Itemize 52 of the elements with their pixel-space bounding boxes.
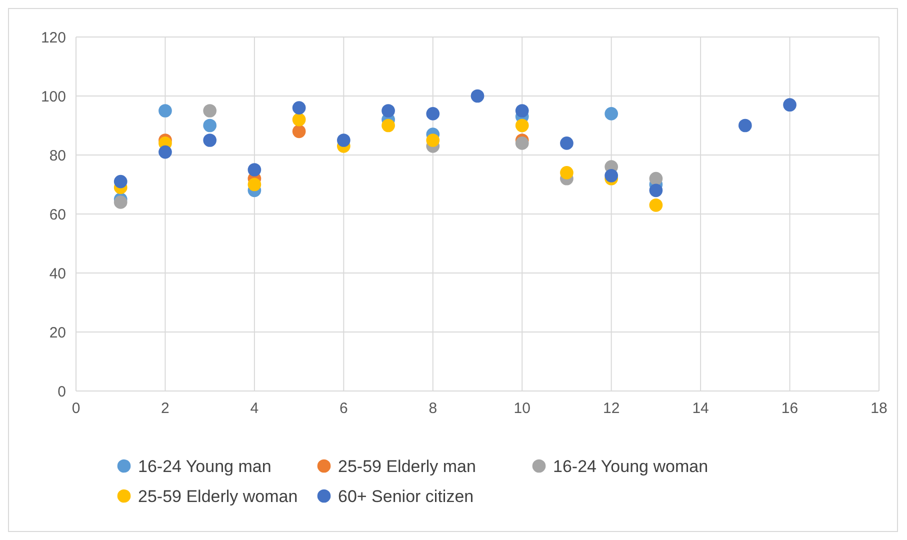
x-tick-label: 2 bbox=[161, 400, 170, 417]
point bbox=[470, 89, 484, 103]
point bbox=[738, 118, 752, 132]
x-tick-label: 18 bbox=[870, 400, 888, 417]
point bbox=[515, 136, 529, 150]
point bbox=[515, 104, 529, 118]
point bbox=[336, 134, 350, 147]
y-tick-label: 60 bbox=[49, 206, 66, 224]
point bbox=[114, 174, 128, 188]
x-tick-label: 6 bbox=[339, 400, 348, 417]
x-tick-label: 12 bbox=[602, 400, 620, 417]
y-tick-label: 40 bbox=[49, 265, 66, 282]
point bbox=[248, 178, 262, 192]
point bbox=[560, 136, 574, 150]
point bbox=[203, 134, 217, 147]
point bbox=[382, 118, 395, 132]
point bbox=[203, 104, 217, 118]
legend-label: 60+ Senior citizen bbox=[338, 486, 474, 506]
y-tick-label: 20 bbox=[49, 324, 66, 342]
y-tick-label: 120 bbox=[40, 29, 66, 46]
point bbox=[248, 163, 262, 176]
point bbox=[292, 112, 306, 126]
x-tick-label: 16 bbox=[781, 400, 798, 417]
point bbox=[783, 98, 796, 112]
point bbox=[292, 101, 306, 114]
legend-label: 16-24 Young woman bbox=[553, 456, 708, 476]
x-tick-label: 10 bbox=[514, 400, 530, 417]
point bbox=[203, 118, 217, 132]
point bbox=[158, 145, 172, 159]
y-tick-label: 100 bbox=[40, 88, 66, 106]
legend-label: 16-24 Young man bbox=[138, 456, 272, 476]
y-tick-label: 80 bbox=[49, 147, 66, 164]
point bbox=[649, 184, 663, 198]
x-tick-label: 8 bbox=[428, 400, 438, 417]
point bbox=[382, 104, 395, 118]
point bbox=[560, 166, 574, 180]
point bbox=[515, 118, 529, 132]
point bbox=[426, 134, 440, 147]
y-tick-label: 0 bbox=[58, 383, 66, 400]
legend-label: 25-59 Elderly woman bbox=[138, 486, 298, 506]
point bbox=[426, 107, 440, 120]
point bbox=[649, 172, 663, 186]
x-tick-label: 0 bbox=[72, 400, 80, 417]
point bbox=[292, 124, 306, 138]
x-tick-label: 14 bbox=[692, 400, 709, 417]
point bbox=[604, 107, 618, 120]
legend-label: 25-59 Elderly man bbox=[338, 456, 476, 476]
x-tick-label: 4 bbox=[250, 400, 259, 417]
point bbox=[114, 196, 128, 209]
point bbox=[158, 104, 172, 118]
point bbox=[604, 168, 618, 182]
point bbox=[649, 198, 663, 212]
